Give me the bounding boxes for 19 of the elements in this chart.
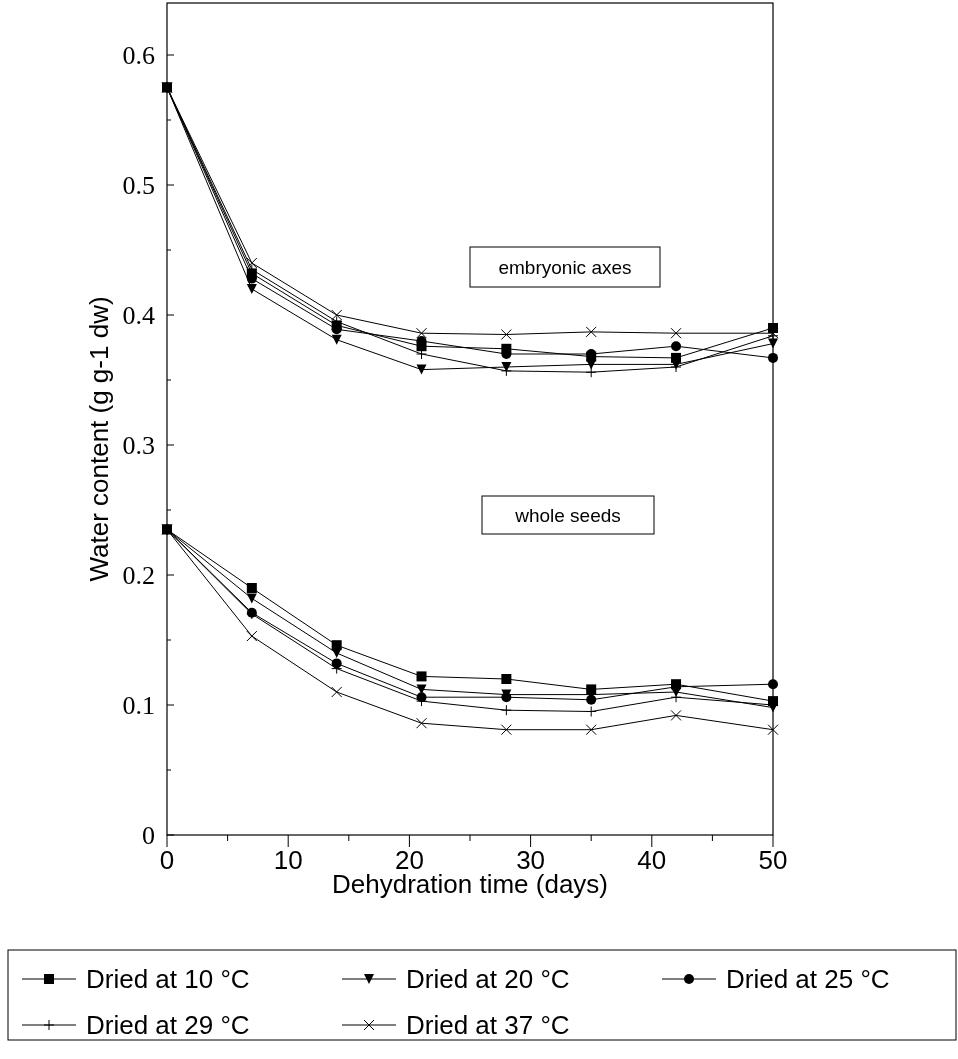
legend-label: Dried at 10 °C xyxy=(86,964,250,995)
y-tick-label: 0.6 xyxy=(122,41,155,71)
legend-label: Dried at 25 °C xyxy=(726,964,890,995)
y-tick-label: 0.2 xyxy=(122,561,155,591)
y-tick-label: 0.1 xyxy=(122,691,155,721)
y-tick-label: 0.5 xyxy=(122,171,155,201)
annotation: whole seeds xyxy=(514,504,621,526)
y-tick-label: 0 xyxy=(142,821,155,851)
y-axis-title: Water content (g g-1 dw) xyxy=(84,296,114,582)
x-tick-label: 50 xyxy=(758,845,788,875)
legend-label: Dried at 20 °C xyxy=(406,964,570,995)
x-tick-label: 0 xyxy=(159,845,175,875)
y-tick-label: 0.4 xyxy=(122,301,155,331)
annotation: embryonic axes xyxy=(498,256,632,278)
x-tick-label: 10 xyxy=(273,845,303,875)
legend-label: Dried at 37 °C xyxy=(406,1010,570,1041)
x-tick-label: 40 xyxy=(637,845,667,875)
legend-label: Dried at 29 °C xyxy=(86,1010,250,1041)
y-tick-label: 0.3 xyxy=(122,431,155,461)
